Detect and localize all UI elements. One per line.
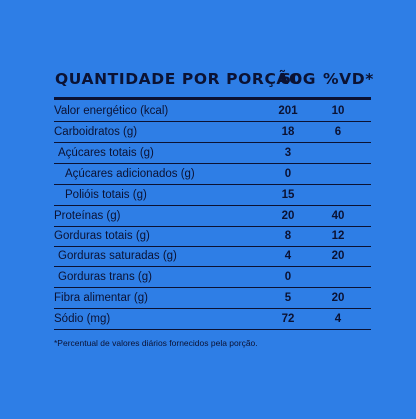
row-divider [54,121,371,122]
row-divider [54,308,371,309]
row-divider [54,184,371,185]
row-divider [54,287,371,288]
row-quantity: 3 [284,147,292,159]
row-quantity: 72 [281,313,295,325]
row-divider [54,205,371,206]
row-label: Polióis totais (g) [65,189,147,201]
table-row-total-fat: Gorduras totais (g) 8 12 [54,226,371,246]
row-label: Fibra alimentar (g) [54,292,148,304]
table-row-sodium: Sódio (mg) 72 4 [54,309,371,329]
row-quantity: 4 [284,250,292,262]
row-label: Sódio (mg) [54,313,111,325]
table-row-saturated-fat: Gorduras saturadas (g) 4 20 [54,246,371,266]
row-label: Valor energético (kcal) [54,105,169,117]
row-label: Carboidratos (g) [54,126,138,138]
table-row-added-sugars: Açúcares adicionados (g) 0 [54,164,371,184]
row-divider [54,226,371,227]
row-quantity: 201 [278,105,298,117]
row-daily-value: 12 [331,230,345,242]
row-quantity: 20 [281,210,295,222]
header-portion: 60g [279,70,317,88]
row-quantity: 0 [284,168,292,180]
row-label: Gorduras trans (g) [58,271,152,283]
table-header: QUANTIDADE POR PORÇÃO 60g %VD* [55,70,373,92]
row-divider [54,246,371,247]
row-label: Açúcares totais (g) [58,147,154,159]
table-row-total-sugars: Açúcares totais (g) 3 [54,143,371,163]
table-row-fiber: Fibra alimentar (g) 5 20 [54,288,371,308]
row-divider [54,142,371,143]
header-title: QUANTIDADE POR PORÇÃO [55,70,303,88]
row-divider [54,266,371,267]
header-daily-value: %VD* [323,70,374,88]
row-label: Gorduras saturadas (g) [58,250,177,262]
row-quantity: 8 [284,230,292,242]
table-row-polyols: Polióis totais (g) 15 [54,185,371,205]
row-quantity: 5 [284,292,292,304]
row-daily-value: 6 [334,126,342,138]
row-daily-value: 20 [331,292,345,304]
row-label: Proteínas (g) [54,210,121,222]
row-daily-value: 40 [331,210,345,222]
row-daily-value: 4 [334,313,342,325]
table-row-carbs: Carboidratos (g) 18 6 [54,122,371,142]
row-divider [54,329,371,330]
row-daily-value: 20 [331,250,345,262]
row-quantity: 0 [284,271,292,283]
table-row-energy: Valor energético (kcal) 201 10 [54,101,371,121]
row-label: Gorduras totais (g) [54,230,150,242]
footnote: *Percentual de valores diários fornecido… [54,338,258,348]
row-daily-value: 10 [331,105,345,117]
row-quantity: 15 [281,189,295,201]
table-row-trans-fat: Gorduras trans (g) 0 [54,267,371,287]
row-divider [54,163,371,164]
table-row-proteins: Proteínas (g) 20 40 [54,206,371,226]
header-divider [54,97,371,100]
row-label: Açúcares adicionados (g) [65,168,195,180]
row-quantity: 18 [281,126,295,138]
